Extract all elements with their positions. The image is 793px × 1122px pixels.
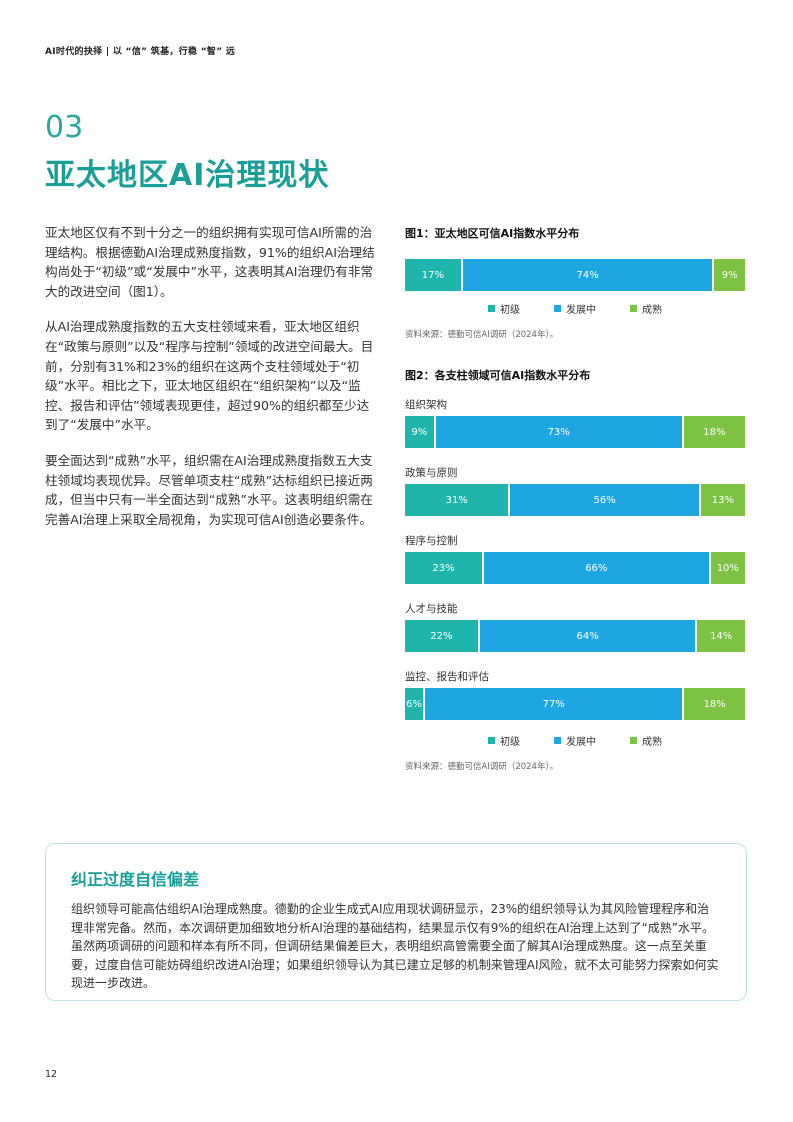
segment-mature: 9% (714, 259, 745, 291)
segment-developing: 74% (462, 259, 715, 291)
callout-body: 组织领导可能高估组织AI治理成熟度。德勤的企业生成式AI应用现状调研显示，23%… (71, 902, 719, 990)
figure-2: 图2：各支柱领域可信AI指数水平分布 组织架构 9% 73% 18% 政策与原则 31% 5… (405, 367, 745, 772)
segment-mature: 14% (697, 620, 745, 652)
pillar-bar: 6% 77% 18% (405, 688, 745, 720)
legend-swatch-basic (488, 737, 495, 744)
body-paragraph-1: 亚太地区仅有不到十分之一的组织拥有实现可信AI所需的治理结构。根据德勤AI治理成… (45, 225, 375, 299)
segment-basic: 9% (405, 416, 436, 448)
figure-1-bar: 17% 74% 9% (405, 259, 745, 291)
body-text: 亚太地区仅有不到十分之一的组织拥有实现可信AI所需的治理结构。根据德勤AI治理成… (45, 223, 380, 545)
pillar-bar: 23% 66% 10% (405, 552, 745, 584)
legend-swatch-mature (630, 737, 637, 744)
legend-label-mature: 成熟 (642, 305, 662, 316)
segment-basic: 22% (405, 620, 480, 652)
section-number: 03 (45, 110, 84, 145)
legend-label-basic: 初级 (500, 305, 520, 316)
pillar-label: 人才与技能 (405, 603, 458, 615)
figure-1: 图1：亚太地区可信AI指数水平分布 17% 74% 9% 初级 发展中 成熟 资料来… (405, 225, 745, 340)
pillar-row: 人才与技能 22% 64% 14% (405, 601, 745, 652)
segment-developing: 77% (425, 688, 685, 720)
legend-label-developing: 发展中 (566, 305, 596, 316)
running-header: AI时代的抉择 | 以 “信” 筑基，行稳 “智” 远 (45, 47, 236, 57)
figure-2-source: 资料来源：德勤可信AI调研（2024年）。 (405, 762, 559, 772)
legend-item-mature: 成熟 (630, 733, 662, 748)
pillar-row: 组织架构 9% 73% 18% (405, 397, 745, 448)
body-paragraph-2: 从AI治理成熟度指数的五大支柱领域来看，亚太地区组织在“政策与原则”以及“程序与… (45, 319, 374, 433)
figure-1-legend: 初级 发展中 成熟 (405, 301, 745, 316)
legend-item-developing: 发展中 (554, 733, 596, 748)
figure-2-legend: 初级 发展中 成熟 (405, 733, 745, 748)
legend-label-basic: 初级 (500, 737, 520, 748)
legend-item-basic: 初级 (488, 733, 520, 748)
callout-title: 纠正过度自信偏差 (71, 870, 200, 889)
figure-1-title: 图1：亚太地区可信AI指数水平分布 (405, 227, 580, 240)
figure-2-title: 图2：各支柱领域可信AI指数水平分布 (405, 369, 591, 382)
segment-basic: 23% (405, 552, 484, 584)
segment-basic: 31% (405, 484, 511, 516)
segment-mature: 10% (710, 552, 745, 584)
page-number: 12 (45, 1069, 58, 1080)
legend-label-developing: 发展中 (566, 737, 596, 748)
pillar-row: 监控、报告和评估 6% 77% 18% (405, 669, 745, 720)
pillar-label: 程序与控制 (405, 535, 458, 547)
legend-item-developing: 发展中 (554, 301, 596, 316)
segment-mature: 18% (683, 416, 745, 448)
legend-item-basic: 初级 (488, 301, 520, 316)
pillar-bar: 22% 64% 14% (405, 620, 745, 652)
segment-basic: 6% (405, 688, 426, 720)
pillar-label: 监控、报告和评估 (405, 671, 489, 683)
segment-mature: 18% (684, 688, 745, 720)
segment-basic: 17% (405, 259, 463, 291)
callout-box: 纠正过度自信偏差 组织领导可能高估组织AI治理成熟度。德勤的企业生成式AI应用现… (45, 843, 747, 1001)
legend-swatch-developing (554, 305, 561, 312)
legend-swatch-developing (554, 737, 561, 744)
pillar-row: 政策与原则 31% 56% 13% (405, 465, 745, 516)
pillar-bar: 9% 73% 18% (405, 416, 745, 448)
pillar-bar: 31% 56% 13% (405, 484, 745, 516)
legend-item-mature: 成熟 (630, 301, 662, 316)
legend-label-mature: 成熟 (642, 737, 662, 748)
segment-mature: 13% (700, 484, 745, 516)
legend-swatch-mature (630, 305, 637, 312)
segment-developing: 66% (483, 552, 711, 584)
pillar-row: 程序与控制 23% 66% 10% (405, 533, 745, 584)
legend-swatch-basic (488, 305, 495, 312)
pillar-label: 组织架构 (405, 399, 447, 411)
section-title: 亚太地区AI治理现状 (45, 158, 330, 193)
figure-2-rows: 组织架构 9% 73% 18% 政策与原则 31% 56% 13% 程序与控制 23% 66% 10%… (405, 397, 745, 720)
body-paragraph-3: 要全面达到“成熟”水平，组织需在AI治理成熟度指数五大支柱领域均表现优异。尽管单… (45, 452, 373, 527)
segment-developing: 56% (510, 484, 701, 516)
figure-1-source: 资料来源：德勤可信AI调研（2024年）。 (405, 330, 559, 340)
segment-developing: 73% (435, 416, 684, 448)
pillar-label: 政策与原则 (405, 467, 458, 479)
segment-developing: 64% (479, 620, 698, 652)
